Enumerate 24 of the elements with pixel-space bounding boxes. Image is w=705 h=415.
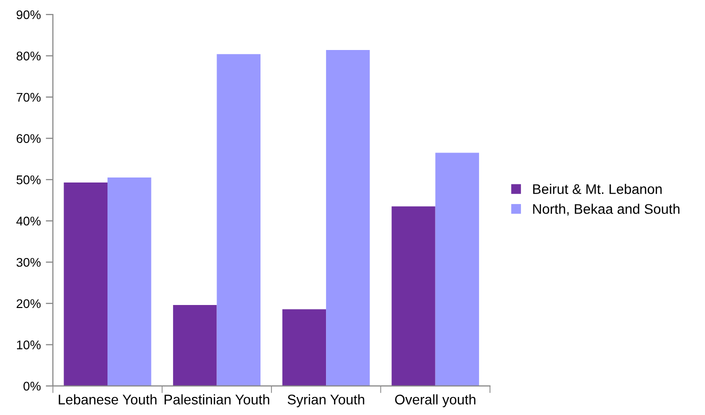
bar	[108, 178, 152, 386]
y-tick-label: 0%	[23, 382, 41, 391]
x-tick-label: Syrian Youth	[288, 394, 364, 408]
y-tick-label: 20%	[16, 299, 41, 308]
bar	[216, 54, 260, 386]
bar	[326, 50, 370, 386]
bar	[173, 305, 217, 386]
x-tick-label: Palestinian Youth	[164, 394, 270, 404]
legend-label: North, Bekaa and South	[533, 204, 680, 216]
bar	[282, 309, 326, 386]
y-tick-label: 60%	[16, 134, 41, 143]
y-tick-label: 30%	[16, 258, 41, 267]
bar	[392, 206, 436, 386]
y-tick-label: 90%	[16, 10, 41, 20]
x-tick-label: Overall youth	[395, 394, 476, 408]
legend-label: Beirut & Mt. Lebanon	[533, 184, 662, 194]
bar	[435, 152, 480, 386]
bar	[64, 182, 108, 386]
y-tick-label: 10%	[17, 340, 41, 350]
y-tick-label: 40%	[16, 216, 41, 226]
y-tick-label: 70%	[16, 92, 41, 102]
x-tick-label: Lebanese Youth	[58, 394, 156, 404]
y-tick-label: 50%	[16, 175, 41, 184]
y-tick-label: 80%	[16, 52, 41, 60]
